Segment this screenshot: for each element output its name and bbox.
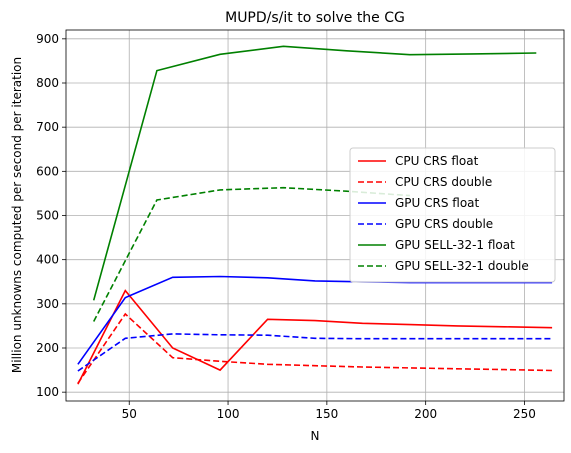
series-line-cpu-crs-double (77, 312, 553, 384)
y-tick-label: 500 (36, 209, 59, 223)
chart-title: MUPD/s/it to solve the CG (225, 10, 405, 26)
y-tick-label: 800 (36, 76, 59, 90)
y-tick-label: 600 (36, 164, 59, 178)
x-axis-label: N (311, 429, 320, 443)
legend-frame (349, 147, 556, 283)
series-line-gpu-crs-double (77, 333, 553, 372)
legend-label: GPU SELL-32-1 double (395, 259, 529, 273)
series-lines (77, 45, 553, 385)
x-tick-label: 250 (513, 407, 536, 421)
y-tick-label: 700 (36, 120, 59, 134)
y-tick-label: 400 (36, 253, 59, 267)
legend-label: CPU CRS float (395, 154, 479, 168)
series-line-cpu-crs-float (77, 289, 553, 385)
series-line-gpu-sell-32-1-float (92, 45, 537, 301)
y-axis-label: Million unknowns computed per second per… (10, 57, 24, 373)
y-tick-label: 200 (36, 341, 59, 355)
y-tick-label: 300 (36, 297, 59, 311)
axis-ticks: 50 100 150 200 250 100 200 300 400 500 600 700 800 90… (36, 32, 536, 421)
series-line-gpu-crs-float (77, 275, 553, 365)
legend-label: GPU SELL-32-1 float (395, 238, 515, 252)
x-tick-label: 100 (217, 407, 240, 421)
y-tick-label: 100 (36, 385, 59, 399)
legend-label: GPU CRS double (395, 217, 493, 231)
x-tick-label: 200 (414, 407, 437, 421)
legend-label: CPU CRS double (395, 175, 492, 189)
y-tick-label: 900 (36, 32, 59, 46)
x-tick-label: 150 (315, 407, 338, 421)
legend-label: GPU CRS float (395, 196, 480, 210)
legend: CPU CRS float CPU CRS double GPU CRS float… (349, 147, 556, 283)
x-tick-label: 50 (122, 407, 137, 421)
